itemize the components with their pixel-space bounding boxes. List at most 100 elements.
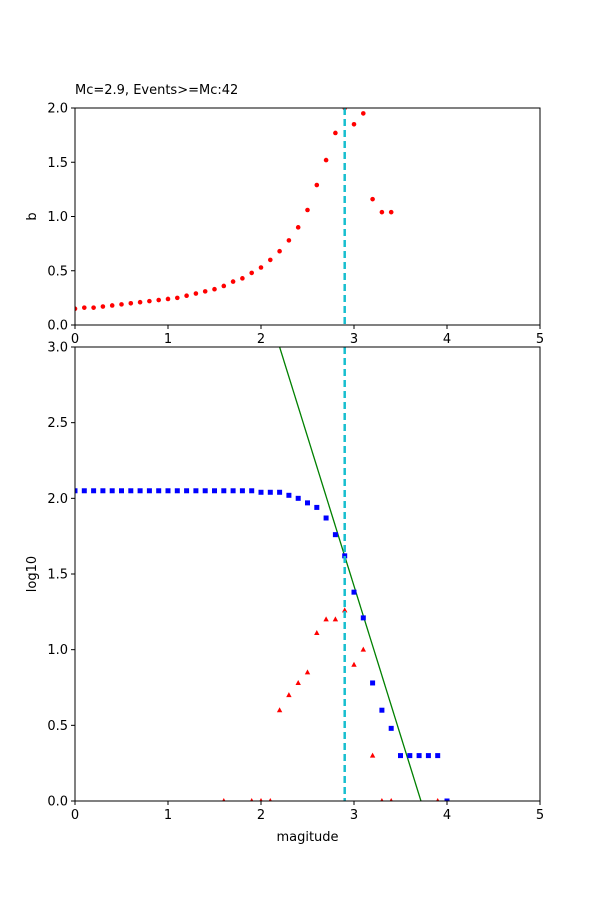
fmd-x-tick-label: 5: [536, 808, 544, 823]
fmd-series-0-point: [314, 504, 320, 510]
b-value-series-0-point: [202, 289, 208, 294]
fmd-series-0-point: [221, 488, 227, 494]
b-value-plot-area: [75, 108, 394, 325]
fmd-series-1-point: [295, 679, 301, 685]
b-value-series-0-point: [75, 306, 78, 312]
fmd-series-0-point: [193, 488, 199, 494]
fmd-series-0-point: [109, 488, 115, 494]
fmd-y-tick-label: 1.0: [47, 643, 68, 658]
fmd-series-0-point: [416, 753, 422, 759]
fmd-x-tick-label: 2: [257, 808, 265, 823]
fmd-series-0-point: [277, 489, 283, 495]
fmd-series-1-point: [389, 798, 393, 801]
b-value-series-0-point: [249, 270, 254, 276]
b-value-series-0-point: [193, 291, 199, 296]
b-value-series-0-point: [268, 257, 273, 263]
fmd-series-0-point: [351, 589, 357, 595]
fmd-series-1-point: [259, 798, 263, 801]
fmd-series-0-point: [165, 488, 171, 494]
b-value-series-0-point: [379, 209, 385, 215]
fmd-series-0-point: [91, 488, 97, 494]
b-value-y-tick-label: 2.0: [47, 102, 68, 117]
fmd-series-0-point: [202, 488, 208, 494]
fmd-series-0-point: [295, 495, 301, 501]
fmd-x-tick-label: 4: [443, 808, 451, 823]
b-value-series-0-point: [305, 207, 310, 213]
fmd-series-0-point: [267, 489, 273, 495]
b-value-series-0-point: [212, 286, 217, 292]
fmd-series-1-point: [436, 798, 440, 801]
fmd-fit-line: [278, 347, 422, 801]
fmd-series-0-point: [212, 488, 217, 494]
fmd-series-0-point: [342, 553, 348, 559]
b-value-series-0-point: [82, 305, 87, 310]
fmd-y-tick-label: 2.0: [47, 492, 68, 507]
b-value-series-0-point: [221, 283, 227, 289]
fmd-series-1-point: [369, 752, 376, 758]
b-value-series-0-point: [109, 303, 115, 308]
b-value-x-tick-label: 3: [350, 332, 358, 347]
fmd-series-1-point: [332, 616, 339, 622]
fmd-series-0-point: [156, 488, 162, 494]
b-value-y-tick-label: 0.5: [47, 264, 68, 279]
fmd-x-axis-label: magitude: [276, 830, 338, 845]
b-value-series-0-point: [100, 304, 106, 309]
fmd-plot-area: [75, 347, 450, 801]
fmd-series-1-point: [222, 798, 226, 801]
b-value-series-0-point: [119, 302, 124, 307]
fmd-series-0-point: [258, 489, 264, 495]
fmd-series-0-point: [407, 753, 413, 759]
fmd-series-0-point: [379, 707, 385, 713]
fmd-y-tick-label: 2.5: [47, 416, 68, 431]
fmd-x-tick-label: 3: [350, 808, 358, 823]
b-value-series-0-point: [156, 297, 161, 303]
fmd-series-0-point: [286, 492, 292, 498]
b-value-series-0-point: [361, 111, 366, 116]
b-value-series-0-point: [314, 182, 320, 188]
b-value-y-tick-label: 1.0: [47, 210, 68, 225]
b-value-series-0-point: [370, 196, 375, 202]
fmd-y-tick-label: 0.5: [47, 719, 68, 734]
fmd-series-0-point: [388, 725, 394, 731]
fmd-series-0-point: [305, 500, 310, 506]
fmd-y-tick-label: 0.0: [47, 795, 68, 810]
fmd-series-0-point: [435, 753, 441, 759]
b-value-series-0-point: [286, 238, 292, 243]
fmd-x-tick-label: 1: [164, 808, 172, 823]
fmd-series-0-point: [75, 488, 78, 494]
b-value-series-0-point: [91, 305, 96, 310]
fmd-series-1-point: [276, 707, 283, 713]
fmd-series-0-point: [444, 798, 450, 801]
b-value-series-0-point: [165, 296, 171, 302]
fmd-y-tick-label: 3.0: [47, 341, 68, 356]
fmd-x-tick-label: 0: [71, 808, 79, 823]
b-value-x-tick-label: 1: [164, 332, 172, 347]
fmd-series-1-point: [342, 607, 348, 613]
fmd-series-0-point: [146, 488, 152, 494]
fmd-series-0-point: [174, 488, 180, 494]
fmd-series-0-point: [137, 488, 143, 494]
fmd-series-0-point: [398, 753, 403, 759]
fmd-series-0-point: [239, 488, 245, 494]
b-value-x-tick-label: 0: [71, 332, 79, 347]
fmd-series-1-point: [286, 692, 292, 698]
fmd-series-0-point: [128, 488, 134, 494]
b-value-series-0-point: [258, 265, 264, 270]
fmd-series-1-point: [250, 798, 254, 801]
fmd-series-0-point: [249, 488, 255, 494]
fmd-series-0-point: [332, 532, 338, 538]
fmd-series-1-point: [360, 646, 366, 652]
fmd-series-0-point: [119, 488, 124, 494]
fmd-series-0-point: [100, 488, 106, 494]
fmd-series-0-point: [184, 488, 190, 494]
b-value-panel-title: Mc=2.9, Events>=Mc:42: [75, 83, 238, 98]
fmd-series-1-point: [314, 630, 320, 636]
b-value-y-axis-label: b: [25, 212, 40, 220]
b-value-series-0-point: [323, 157, 329, 163]
b-value-series-0-point: [147, 298, 152, 304]
fmd-series-1-point: [380, 798, 384, 801]
fmd-series-0-point: [323, 515, 329, 521]
fmd-series-0-point: [425, 753, 431, 759]
fmd-y-tick-label: 1.5: [47, 568, 68, 583]
fmd-series-1-point: [304, 669, 311, 675]
